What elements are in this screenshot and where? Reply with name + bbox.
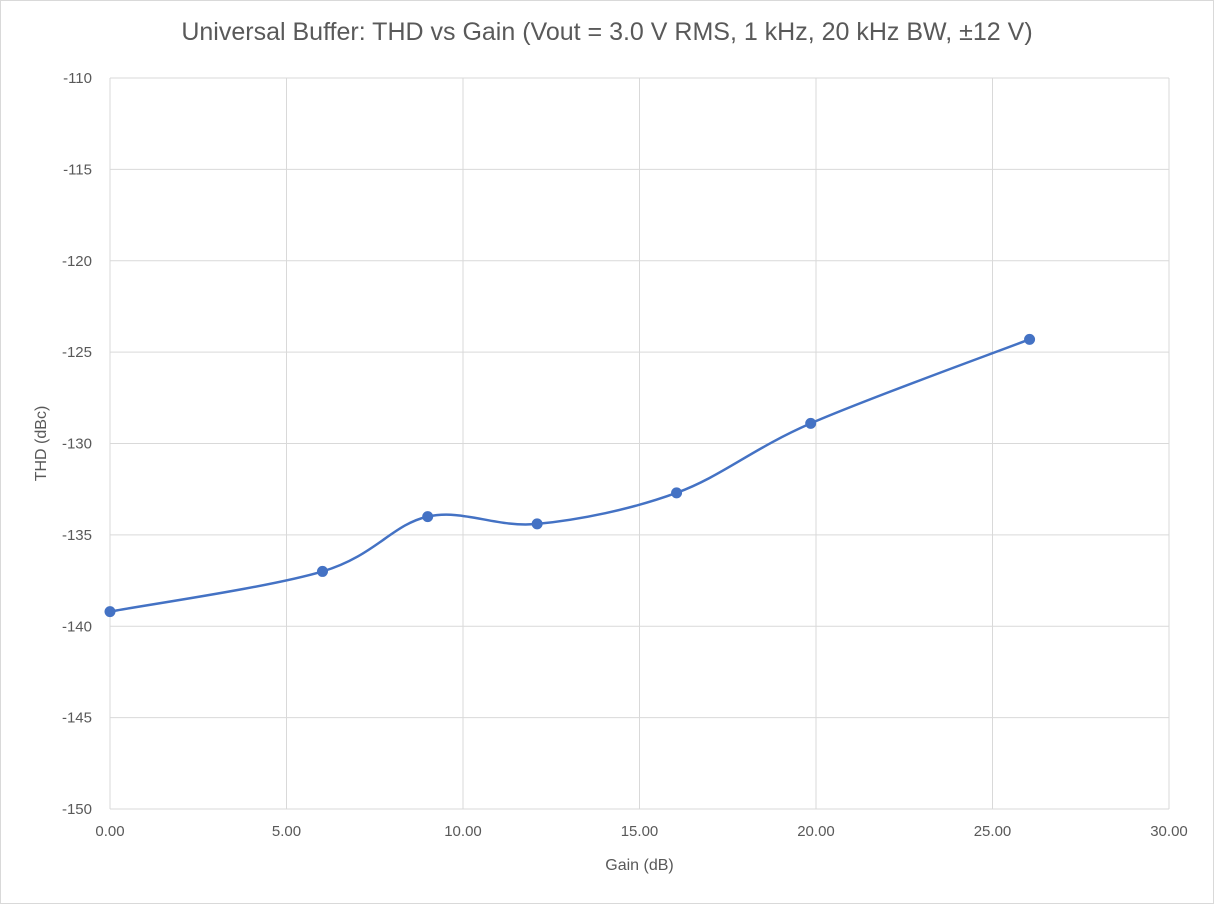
x-tick-label: 10.00 xyxy=(444,823,482,840)
data-point xyxy=(317,565,329,577)
y-tick-label: -145 xyxy=(62,710,92,727)
y-tick-label: -140 xyxy=(62,618,92,635)
x-tick-label: 0.00 xyxy=(95,823,124,840)
y-tick-label: -125 xyxy=(62,344,92,361)
y-tick-label: -135 xyxy=(62,527,92,544)
x-tick-label: 25.00 xyxy=(974,823,1012,840)
x-axis-title: Gain (dB) xyxy=(605,857,673,874)
data-point xyxy=(422,511,434,523)
y-tick-label: -150 xyxy=(62,801,92,818)
x-tick-label: 30.00 xyxy=(1150,823,1188,840)
y-axis-title: THD (dBc) xyxy=(33,406,50,482)
data-point xyxy=(671,487,683,499)
data-point xyxy=(531,518,543,530)
data-points xyxy=(104,333,1036,618)
series-line xyxy=(109,338,1031,613)
x-axis-ticks: 0.00 5.00 10.00 15.00 20.00 25.00 30.00 xyxy=(95,823,1187,840)
data-point xyxy=(1024,333,1036,345)
y-tick-label: -110 xyxy=(63,70,92,87)
y-axis-ticks: -110 -115 -120 -125 -130 -135 -140 -145 -150 xyxy=(62,70,92,818)
y-tick-label: -130 xyxy=(62,436,92,453)
y-tick-label: -120 xyxy=(62,253,92,270)
data-point xyxy=(805,417,817,429)
x-tick-label: 20.00 xyxy=(797,823,835,840)
data-point xyxy=(104,606,116,618)
x-tick-label: 15.00 xyxy=(621,823,659,840)
y-tick-label: -115 xyxy=(63,161,92,178)
chart-title: Universal Buffer: THD vs Gain (Vout = 3.… xyxy=(181,18,1033,46)
x-tick-label: 5.00 xyxy=(272,823,301,840)
gridlines xyxy=(109,77,1170,810)
